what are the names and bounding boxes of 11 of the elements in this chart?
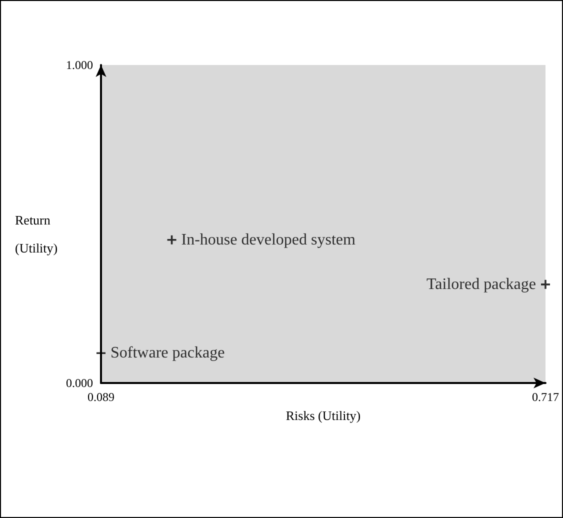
point [541,280,550,289]
y-axis-title: Return (Utility) [15,212,58,256]
x-tick-label: 0.717 [532,390,559,404]
series-label: Tailored package [426,276,536,293]
series-label: Software package [110,344,225,362]
y-tick-label: 0.000 [66,376,93,390]
x-tick-label: 0.089 [88,390,114,404]
y-tick-label: 1.000 [66,58,93,72]
series-label: In-house developed system [181,231,356,248]
point [167,235,176,244]
x-axis-title: Risks (Utility) [286,408,361,423]
